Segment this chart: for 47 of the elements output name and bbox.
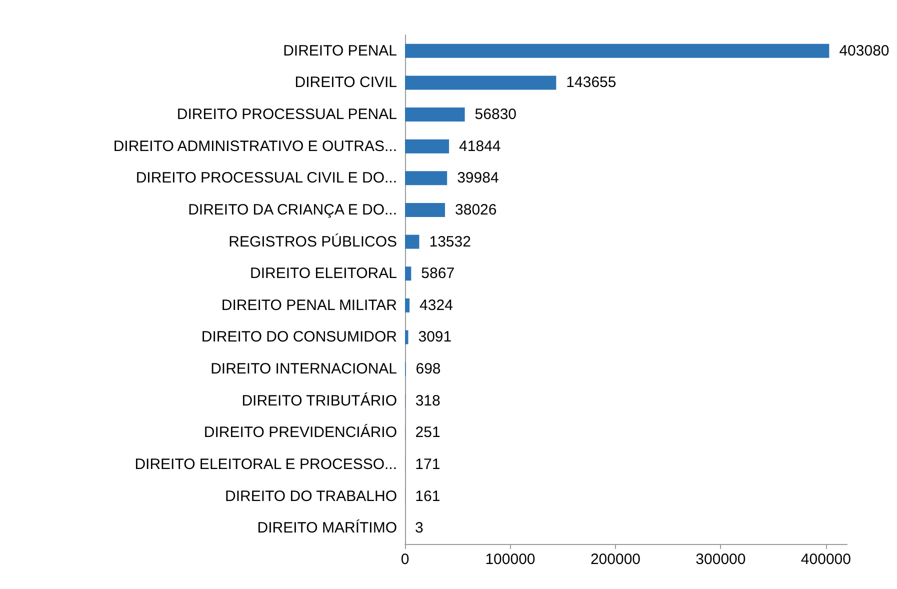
- bar: [405, 202, 446, 217]
- bar: [405, 139, 450, 154]
- x-tick-label: 0: [400, 551, 410, 568]
- y-tick-label: DIREITO PENAL MILITAR: [221, 296, 398, 314]
- data-label: 161: [415, 488, 440, 505]
- bar: [405, 44, 830, 58]
- y-tick-label: DIREITO DO CONSUMIDOR: [201, 328, 398, 346]
- data-label: 39984: [457, 170, 499, 187]
- y-tick-label: DIREITO PREVIDENCIÁRIO: [204, 423, 397, 442]
- data-label: 56830: [474, 106, 517, 124]
- y-tick-label: DIREITO PROCESSUAL PENAL: [176, 106, 397, 124]
- x-tick-label: 300000: [696, 551, 746, 568]
- y-tick-label: DIREITO TRIBUTÁRIO: [242, 391, 397, 410]
- bar: [405, 108, 465, 122]
- data-label: 143655: [566, 74, 616, 92]
- data-label: 38026: [455, 201, 497, 218]
- data-label: 318: [415, 392, 440, 410]
- bar: [405, 76, 556, 90]
- x-tick-label: 400000: [800, 551, 851, 568]
- x-tick-label: 100000: [485, 551, 536, 568]
- bar: [405, 171, 448, 186]
- x-tick-label: 200000: [590, 551, 641, 568]
- data-label: 5867: [421, 265, 455, 282]
- bar: [405, 298, 410, 312]
- data-label: 171: [415, 456, 440, 473]
- y-tick-label: DIREITO ELEITORAL: [250, 265, 397, 282]
- y-tick-label: DIREITO MARÍTIMO: [257, 518, 397, 537]
- data-label: 41844: [459, 138, 501, 155]
- data-label: 3: [415, 520, 424, 537]
- data-label: 4324: [420, 296, 453, 314]
- y-tick-label: REGISTROS PÚBLICOS: [228, 232, 397, 250]
- data-label: 13532: [429, 233, 471, 250]
- bar: [405, 234, 420, 249]
- data-label: 698: [416, 360, 441, 378]
- data-label: 3091: [418, 328, 452, 346]
- y-tick-label: DIREITO PROCESSUAL CIVIL E DO...: [136, 170, 397, 187]
- data-label: 251: [415, 424, 440, 442]
- y-tick-label: DIREITO CIVIL: [294, 74, 397, 92]
- y-tick-label: DIREITO PENAL: [283, 42, 397, 60]
- data-label: 403080: [839, 42, 890, 60]
- bar: [405, 330, 408, 344]
- y-tick-label: DIREITO ELEITORAL E PROCESSO...: [134, 456, 397, 473]
- y-tick-label: DIREITO ADMINISTRATIVO E OUTRAS...: [113, 138, 397, 155]
- y-tick-label: DIREITO DA CRIANÇA E DO...: [188, 201, 397, 218]
- y-tick-label: DIREITO INTERNACIONAL: [210, 360, 397, 378]
- y-tick-label: DIREITO DO TRABALHO: [225, 488, 397, 505]
- bar: [405, 266, 412, 281]
